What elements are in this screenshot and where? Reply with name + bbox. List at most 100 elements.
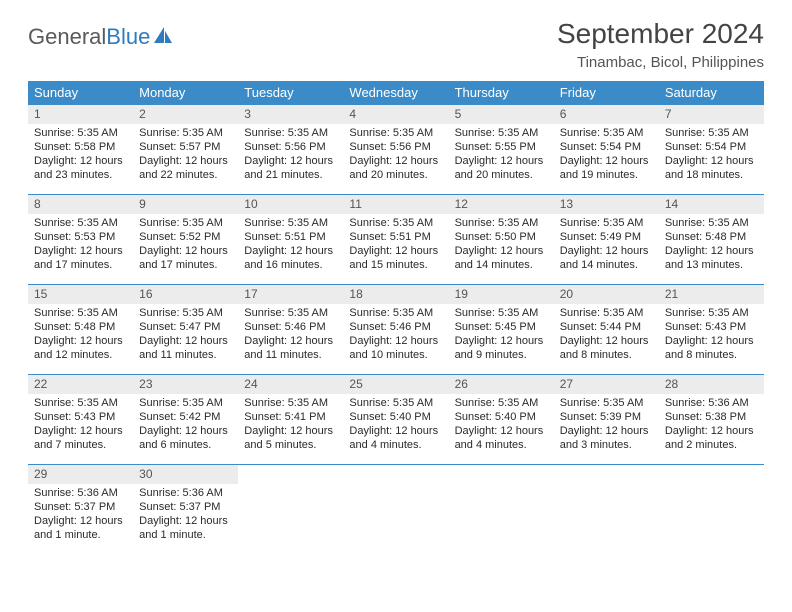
cell-body: Sunrise: 5:35 AMSunset: 5:48 PMDaylight:… [659,214,764,276]
cell-body: Sunrise: 5:35 AMSunset: 5:49 PMDaylight:… [554,214,659,276]
cell-body: Sunrise: 5:35 AMSunset: 5:51 PMDaylight:… [238,214,343,276]
sunset-text: Sunset: 5:56 PM [349,140,442,154]
daylight1-text: Daylight: 12 hours [349,154,442,168]
sunrise-text: Sunrise: 5:35 AM [34,216,127,230]
daylight1-text: Daylight: 12 hours [665,244,758,258]
day-number: 21 [659,285,764,304]
sunset-text: Sunset: 5:54 PM [560,140,653,154]
day-number: 5 [449,105,554,124]
daylight1-text: Daylight: 12 hours [34,334,127,348]
calendar-cell [343,465,448,555]
sunrise-text: Sunrise: 5:35 AM [34,396,127,410]
cell-body: Sunrise: 5:35 AMSunset: 5:57 PMDaylight:… [133,124,238,186]
cell-body: Sunrise: 5:35 AMSunset: 5:41 PMDaylight:… [238,394,343,456]
daylight1-text: Daylight: 12 hours [139,334,232,348]
sunset-text: Sunset: 5:37 PM [34,500,127,514]
day-number: 2 [133,105,238,124]
day-number: 20 [554,285,659,304]
cell-body: Sunrise: 5:35 AMSunset: 5:42 PMDaylight:… [133,394,238,456]
day-number: 19 [449,285,554,304]
day-number: 15 [28,285,133,304]
daylight2-text: and 14 minutes. [560,258,653,272]
sail-icon [152,25,176,50]
weekday-header: Saturday [659,81,764,105]
cell-body: Sunrise: 5:35 AMSunset: 5:43 PMDaylight:… [659,304,764,366]
day-number [343,465,448,484]
sunset-text: Sunset: 5:37 PM [139,500,232,514]
cell-body: Sunrise: 5:35 AMSunset: 5:55 PMDaylight:… [449,124,554,186]
daylight1-text: Daylight: 12 hours [455,424,548,438]
logo-part2: Blue [106,24,150,49]
title-block: September 2024 Tinambac, Bicol, Philippi… [557,18,764,71]
calendar-cell: 10Sunrise: 5:35 AMSunset: 5:51 PMDayligh… [238,195,343,285]
day-number: 24 [238,375,343,394]
calendar-cell: 11Sunrise: 5:35 AMSunset: 5:51 PMDayligh… [343,195,448,285]
daylight1-text: Daylight: 12 hours [455,154,548,168]
cell-body: Sunrise: 5:35 AMSunset: 5:54 PMDaylight:… [659,124,764,186]
sunrise-text: Sunrise: 5:35 AM [665,126,758,140]
calendar-cell: 21Sunrise: 5:35 AMSunset: 5:43 PMDayligh… [659,285,764,375]
daylight2-text: and 21 minutes. [244,168,337,182]
sunrise-text: Sunrise: 5:35 AM [139,306,232,320]
calendar-table: SundayMondayTuesdayWednesdayThursdayFrid… [28,81,764,555]
cell-body: Sunrise: 5:35 AMSunset: 5:47 PMDaylight:… [133,304,238,366]
daylight2-text: and 11 minutes. [244,348,337,362]
calendar-cell: 19Sunrise: 5:35 AMSunset: 5:45 PMDayligh… [449,285,554,375]
sunset-text: Sunset: 5:49 PM [560,230,653,244]
day-number: 30 [133,465,238,484]
daylight2-text: and 3 minutes. [560,438,653,452]
daylight2-text: and 23 minutes. [34,168,127,182]
cell-body: Sunrise: 5:35 AMSunset: 5:39 PMDaylight:… [554,394,659,456]
sunrise-text: Sunrise: 5:35 AM [560,396,653,410]
day-number: 3 [238,105,343,124]
calendar-cell: 12Sunrise: 5:35 AMSunset: 5:50 PMDayligh… [449,195,554,285]
daylight1-text: Daylight: 12 hours [34,154,127,168]
day-number [238,465,343,484]
daylight1-text: Daylight: 12 hours [139,514,232,528]
calendar-cell: 26Sunrise: 5:35 AMSunset: 5:40 PMDayligh… [449,375,554,465]
sunrise-text: Sunrise: 5:35 AM [349,396,442,410]
calendar-week-row: 22Sunrise: 5:35 AMSunset: 5:43 PMDayligh… [28,375,764,465]
sunrise-text: Sunrise: 5:35 AM [349,216,442,230]
daylight2-text: and 19 minutes. [560,168,653,182]
sunrise-text: Sunrise: 5:35 AM [455,396,548,410]
day-number: 12 [449,195,554,214]
daylight2-text: and 1 minute. [139,528,232,542]
calendar-cell: 24Sunrise: 5:35 AMSunset: 5:41 PMDayligh… [238,375,343,465]
day-number: 29 [28,465,133,484]
daylight2-text: and 20 minutes. [349,168,442,182]
cell-body: Sunrise: 5:36 AMSunset: 5:37 PMDaylight:… [28,484,133,546]
daylight2-text: and 1 minute. [34,528,127,542]
cell-body: Sunrise: 5:35 AMSunset: 5:40 PMDaylight:… [343,394,448,456]
daylight2-text: and 6 minutes. [139,438,232,452]
daylight2-text: and 8 minutes. [665,348,758,362]
daylight2-text: and 4 minutes. [349,438,442,452]
cell-body: Sunrise: 5:35 AMSunset: 5:43 PMDaylight:… [28,394,133,456]
calendar-cell: 25Sunrise: 5:35 AMSunset: 5:40 PMDayligh… [343,375,448,465]
calendar-cell: 16Sunrise: 5:35 AMSunset: 5:47 PMDayligh… [133,285,238,375]
daylight2-text: and 14 minutes. [455,258,548,272]
calendar-cell: 30Sunrise: 5:36 AMSunset: 5:37 PMDayligh… [133,465,238,555]
day-number: 6 [554,105,659,124]
cell-body: Sunrise: 5:35 AMSunset: 5:58 PMDaylight:… [28,124,133,186]
daylight1-text: Daylight: 12 hours [455,244,548,258]
daylight2-text: and 16 minutes. [244,258,337,272]
cell-body: Sunrise: 5:35 AMSunset: 5:40 PMDaylight:… [449,394,554,456]
daylight2-text: and 7 minutes. [34,438,127,452]
daylight2-text: and 5 minutes. [244,438,337,452]
daylight1-text: Daylight: 12 hours [244,334,337,348]
calendar-cell: 14Sunrise: 5:35 AMSunset: 5:48 PMDayligh… [659,195,764,285]
sunrise-text: Sunrise: 5:35 AM [244,306,337,320]
daylight1-text: Daylight: 12 hours [34,244,127,258]
calendar-page: GeneralBlue September 2024 Tinambac, Bic… [0,0,792,612]
day-number: 13 [554,195,659,214]
calendar-cell: 23Sunrise: 5:35 AMSunset: 5:42 PMDayligh… [133,375,238,465]
calendar-cell: 15Sunrise: 5:35 AMSunset: 5:48 PMDayligh… [28,285,133,375]
sunrise-text: Sunrise: 5:35 AM [139,216,232,230]
cell-body: Sunrise: 5:35 AMSunset: 5:44 PMDaylight:… [554,304,659,366]
daylight2-text: and 13 minutes. [665,258,758,272]
sunset-text: Sunset: 5:53 PM [34,230,127,244]
cell-body: Sunrise: 5:35 AMSunset: 5:51 PMDaylight:… [343,214,448,276]
sunset-text: Sunset: 5:51 PM [244,230,337,244]
sunset-text: Sunset: 5:48 PM [665,230,758,244]
